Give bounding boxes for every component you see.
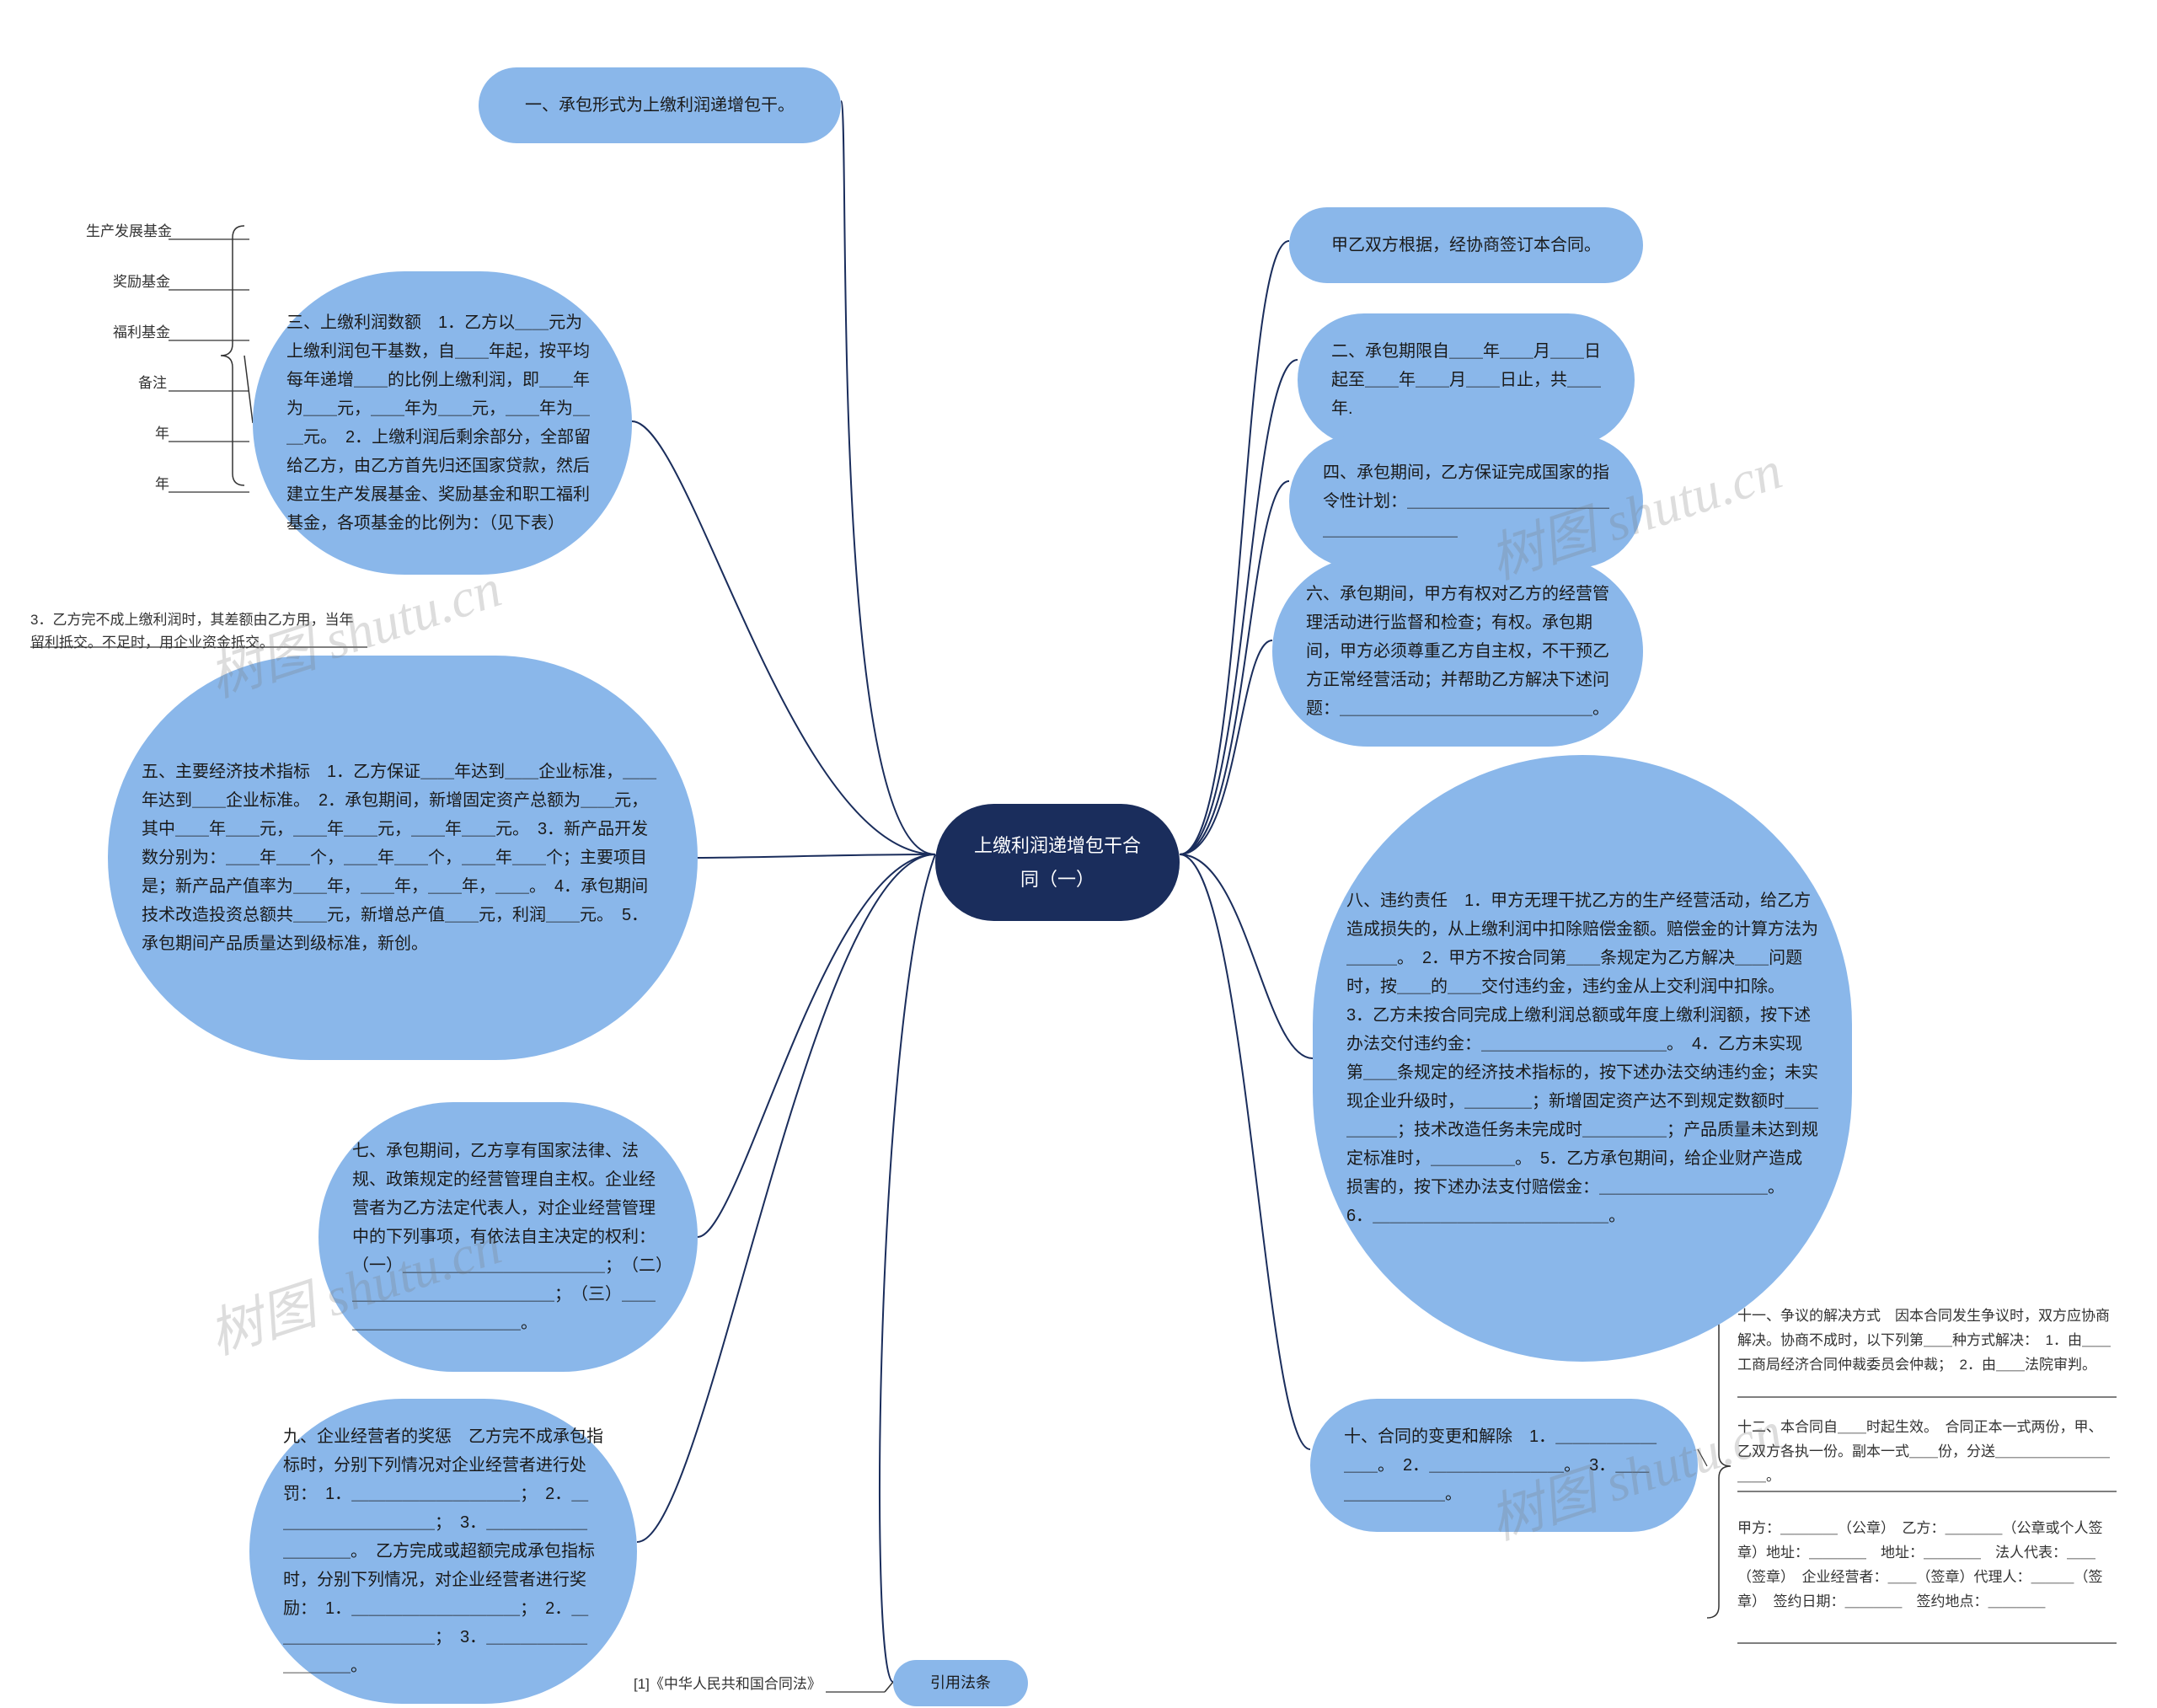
- node-text: 八、违约责任 1．甲方无理干扰乙方的生产经营活动，给乙方造成损失的，从上缴利润中…: [1346, 886, 1818, 1230]
- node-n1[interactable]: 一、承包形式为上缴利润递增包干。: [479, 67, 841, 143]
- node-r8[interactable]: 八、违约责任 1．甲方无理干扰乙方的生产经营活动，给乙方造成损失的，从上缴利润中…: [1313, 755, 1852, 1362]
- node-text: 九、企业经营者的奖惩 乙方完不成承包指标时，分别下列情况对企业经营者进行处罚： …: [283, 1422, 603, 1680]
- leaf-label: [1]《中华人民共和国合同法》: [634, 1672, 822, 1693]
- node-text: 五、主要经济技术指标 1．乙方保证＿＿年达到＿＿企业标准，＿＿年达到＿＿企业标准…: [142, 758, 664, 958]
- node-text: 四、承包期间，乙方保证完成国家的指令性计划：＿＿＿＿＿＿＿＿＿＿＿＿＿＿＿＿＿＿…: [1323, 458, 1609, 544]
- node-n3[interactable]: 三、上缴利润数额 1．乙方以＿＿元为上缴利润包干基数，自＿＿年起，按平均每年递增…: [253, 271, 632, 575]
- node-text: 二、承包期限自＿＿年＿＿月＿＿日起至＿＿年＿＿月＿＿日止，共＿＿年.: [1331, 337, 1601, 423]
- node-text: 甲乙双方根据，经协商签订本合同。: [1331, 231, 1601, 260]
- leaf-label: 奖励基金: [113, 270, 170, 291]
- center-text: 上缴利润递增包干合同（一）: [966, 829, 1149, 896]
- center-node[interactable]: 上缴利润递增包干合同（一）: [935, 804, 1180, 921]
- leaf-label: 福利基金: [113, 320, 170, 341]
- leaf-label: 生产发展基金: [86, 219, 172, 240]
- leaf-block: 十二、本合同自＿＿时起生效。 合同正本一式两份，甲、乙双方各执一份。副本一式＿＿…: [1737, 1416, 2117, 1489]
- node-r2[interactable]: 二、承包期限自＿＿年＿＿月＿＿日起至＿＿年＿＿月＿＿日止，共＿＿年.: [1298, 313, 1635, 447]
- node-n5[interactable]: 五、主要经济技术指标 1．乙方保证＿＿年达到＿＿企业标准，＿＿年达到＿＿企业标准…: [108, 656, 698, 1060]
- node-r10[interactable]: 十、合同的变更和解除 1．＿＿＿＿＿＿＿＿。 2．＿＿＿＿＿＿＿＿。 3．＿＿＿…: [1310, 1399, 1698, 1532]
- node-text: 引用法条: [930, 1670, 991, 1696]
- node-ref[interactable]: 引用法条: [893, 1660, 1028, 1706]
- node-text: 七、承包期间，乙方享有国家法律、法规、政策规定的经营管理自主权。企业经营者为乙方…: [352, 1137, 664, 1337]
- node-r6[interactable]: 六、承包期间，甲方有权对乙方的经营管理活动进行监督和检查；有权。承包期间，甲方必…: [1272, 556, 1643, 747]
- node-n9[interactable]: 九、企业经营者的奖惩 乙方完不成承包指标时，分别下列情况对企业经营者进行处罚： …: [249, 1399, 637, 1704]
- leaf-label: 年: [155, 472, 169, 493]
- node-r4[interactable]: 四、承包期间，乙方保证完成国家的指令性计划：＿＿＿＿＿＿＿＿＿＿＿＿＿＿＿＿＿＿…: [1289, 435, 1643, 568]
- node-text: 三、上缴利润数额 1．乙方以＿＿元为上缴利润包干基数，自＿＿年起，按平均每年递增…: [286, 308, 598, 538]
- leaf-block: 十一、争议的解决方式 因本合同发生争议时，双方应协商解决。协商不成时，以下列第＿…: [1737, 1304, 2117, 1378]
- leaf-label: 年: [155, 421, 169, 442]
- note-under-n3: 3．乙方完不成上缴利润时，其差额由乙方用，当年留利抵交。不足时，用企业资金抵交。: [30, 608, 367, 654]
- node-text: 十、合同的变更和解除 1．＿＿＿＿＿＿＿＿。 2．＿＿＿＿＿＿＿＿。 3．＿＿＿…: [1344, 1422, 1664, 1508]
- leaf-label: 备注: [138, 371, 167, 392]
- leaf-block: 甲方：＿＿＿＿（公章） 乙方：＿＿＿＿（公章或个人签章）地址：＿＿＿＿ 地址：＿…: [1737, 1517, 2117, 1614]
- node-text: 六、承包期间，甲方有权对乙方的经营管理活动进行监督和检查；有权。承包期间，甲方必…: [1306, 580, 1609, 723]
- node-text: 一、承包形式为上缴利润递增包干。: [525, 91, 795, 120]
- node-n7[interactable]: 七、承包期间，乙方享有国家法律、法规、政策规定的经营管理自主权。企业经营者为乙方…: [318, 1102, 698, 1372]
- node-r0[interactable]: 甲乙双方根据，经协商签订本合同。: [1289, 207, 1643, 283]
